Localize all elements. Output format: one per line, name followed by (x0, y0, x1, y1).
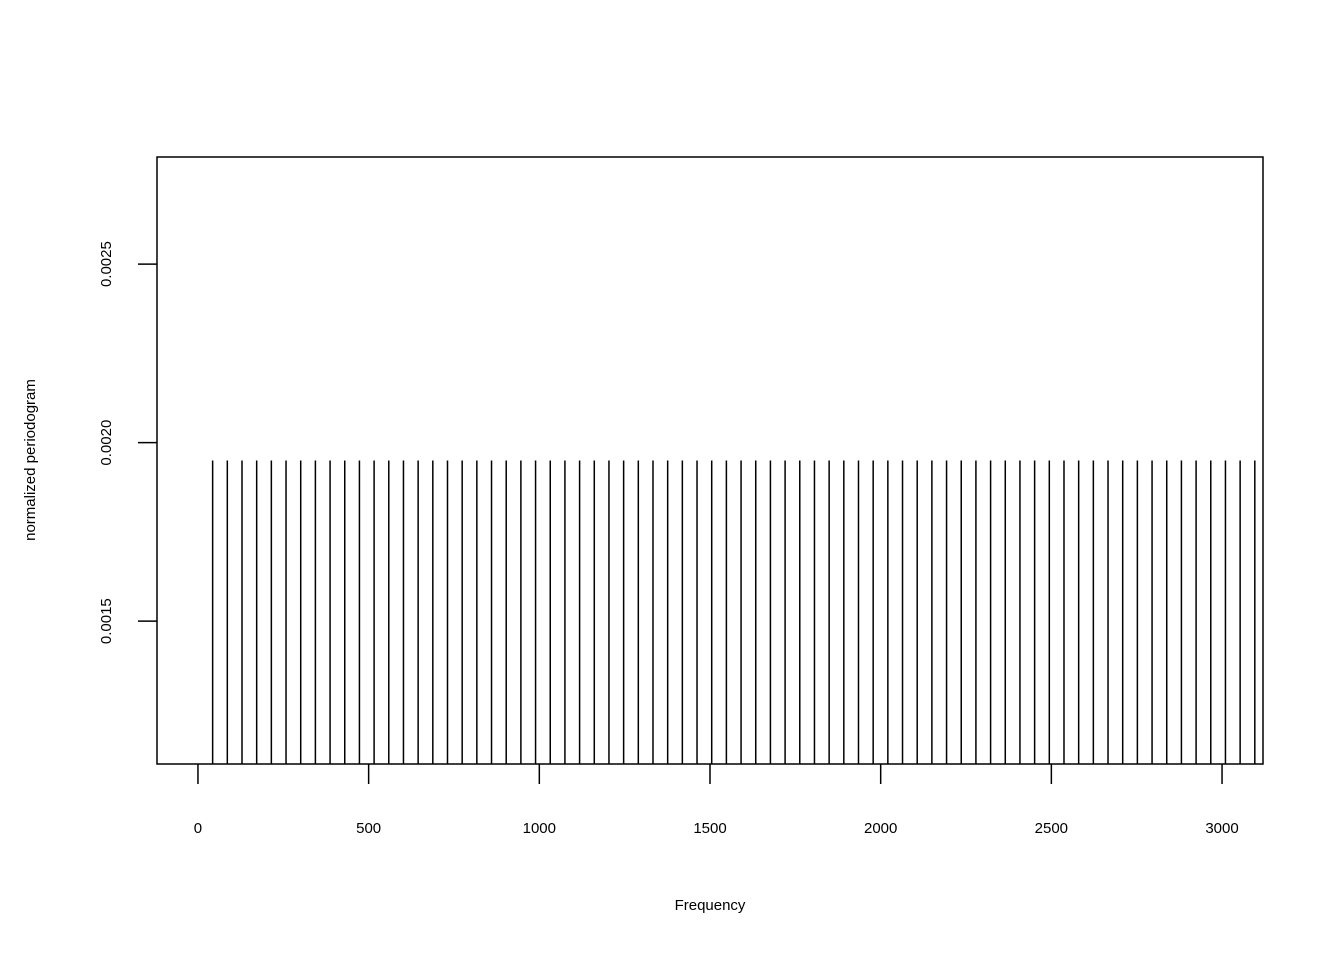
x-axis: 0 500 1000 1500 2000 2500 3000 (194, 764, 1239, 837)
x-tick-label: 500 (356, 820, 381, 837)
y-tick-label: 0.0025 (98, 241, 115, 287)
x-tick-label: 3000 (1205, 820, 1238, 837)
x-tick-label: 1000 (523, 820, 556, 837)
x-tick-label: 2000 (864, 820, 897, 837)
y-axis: 0.0015 0.0020 0.0025 (98, 241, 157, 644)
y-tick-label: 0.0020 (98, 420, 115, 466)
y-tick-label: 0.0015 (98, 598, 115, 644)
spike-series (211, 460, 1256, 764)
plot-frame (156, 156, 1264, 765)
y-axis-label: normalized periodogram (22, 379, 39, 541)
x-tick-label: 1500 (693, 820, 726, 837)
x-axis-label: Frequency (675, 897, 746, 914)
x-tick-label: 2500 (1035, 820, 1068, 837)
x-tick-label: 0 (194, 820, 202, 837)
